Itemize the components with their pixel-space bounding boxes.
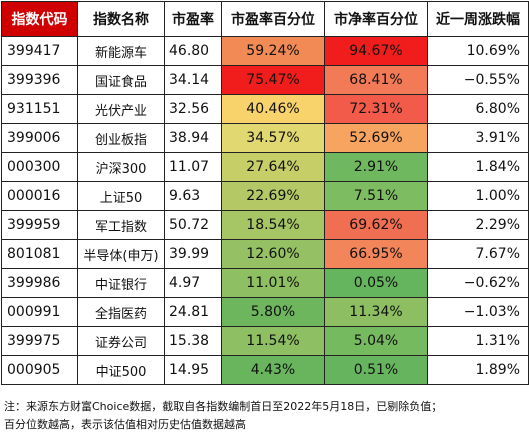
cell-pe-percentile: 11.54%: [221, 326, 325, 356]
cell-pe-percentile: 75.47%: [221, 65, 325, 95]
cell-pb-percentile: 72.31%: [324, 94, 428, 124]
cell-pe: 39.99: [164, 239, 222, 269]
header-row: 指数代码 指数名称 市盈率 市盈率百分位 市净率百分位 近一周涨跌幅: [1, 1, 529, 37]
cell-index-code: 000300: [1, 152, 78, 182]
cell-pb-percentile: 69.62%: [324, 210, 428, 240]
cell-index-name: 军工指数: [77, 210, 165, 240]
cell-pe: 50.72: [164, 210, 222, 240]
cell-pb-percentile: 94.67%: [324, 36, 428, 66]
cell-pe: 32.56: [164, 94, 222, 124]
cell-index-code: 399959: [1, 210, 78, 240]
cell-index-code: 399986: [1, 268, 78, 298]
cell-pe: 11.07: [164, 152, 222, 182]
cell-pe-percentile: 5.80%: [221, 297, 325, 327]
cell-pb-percentile: 7.51%: [324, 181, 428, 211]
cell-index-code: 000905: [1, 355, 78, 385]
cell-pb-percentile: 0.05%: [324, 268, 428, 298]
cell-index-code: 399396: [1, 65, 78, 95]
cell-index-name: 新能源车: [77, 36, 165, 66]
cell-index-code: 399006: [1, 123, 78, 153]
cell-pe-percentile: 22.69%: [221, 181, 325, 211]
cell-pe-percentile: 18.54%: [221, 210, 325, 240]
footnote-line-2: 百分位数越高，表示该估值相对历史估值数据越高: [4, 418, 246, 431]
header-pe: 市盈率: [164, 1, 222, 37]
cell-weekly-change: −0.55%: [427, 65, 529, 95]
cell-pe: 14.95: [164, 355, 222, 385]
table-row: 000016 上证50 9.63 22.69% 7.51% 1.00%: [1, 181, 529, 211]
cell-pe-percentile: 11.01%: [221, 268, 325, 298]
table-body: 399417 新能源车 46.80 59.24% 94.67% 10.69% 399396 国…: [1, 36, 529, 385]
cell-index-name: 国证食品: [77, 65, 165, 95]
header-index-name: 指数名称: [77, 1, 165, 37]
cell-pe: 38.94: [164, 123, 222, 153]
cell-index-name: 上证50: [77, 181, 165, 211]
cell-pe-percentile: 59.24%: [221, 36, 325, 66]
cell-index-code: 931151: [1, 94, 78, 124]
cell-pb-percentile: 2.91%: [324, 152, 428, 182]
table-row: 000905 中证500 14.95 4.43% 0.51% 1.89%: [1, 355, 529, 385]
cell-weekly-change: 1.00%: [427, 181, 529, 211]
table-row: 931151 光伏产业 32.56 40.46% 72.31% 6.80%: [1, 94, 529, 124]
cell-weekly-change: 1.89%: [427, 355, 529, 385]
cell-pe: 15.38: [164, 326, 222, 356]
cell-index-code: 399417: [1, 36, 78, 66]
cell-index-name: 全指医药: [77, 297, 165, 327]
cell-index-name: 沪深300: [77, 152, 165, 182]
cell-index-name: 中证银行: [77, 268, 165, 298]
valuation-table: 指数代码 指数名称 市盈率 市盈率百分位 市净率百分位 近一周涨跌幅 39941…: [1, 1, 529, 385]
cell-weekly-change: 7.67%: [427, 239, 529, 269]
cell-weekly-change: 6.80%: [427, 94, 529, 124]
cell-pe: 9.63: [164, 181, 222, 211]
table-row: 000991 全指医药 24.81 5.80% 11.34% −1.03%: [1, 297, 529, 327]
cell-pe-percentile: 40.46%: [221, 94, 325, 124]
cell-pb-percentile: 68.41%: [324, 65, 428, 95]
header-index-code: 指数代码: [1, 1, 78, 37]
header-weekly-change: 近一周涨跌幅: [427, 1, 529, 37]
cell-index-name: 创业板指: [77, 123, 165, 153]
table-row: 399986 中证银行 4.97 11.01% 0.05% −0.62%: [1, 268, 529, 298]
cell-index-code: 801081: [1, 239, 78, 269]
cell-index-name: 光伏产业: [77, 94, 165, 124]
cell-weekly-change: −0.62%: [427, 268, 529, 298]
cell-pe-percentile: 12.60%: [221, 239, 325, 269]
cell-index-code: 000016: [1, 181, 78, 211]
cell-index-code: 000991: [1, 297, 78, 327]
cell-index-name: 半导体(申万): [77, 239, 165, 269]
cell-weekly-change: −1.03%: [427, 297, 529, 327]
table-row: 399959 军工指数 50.72 18.54% 69.62% 2.29%: [1, 210, 529, 240]
cell-pb-percentile: 52.69%: [324, 123, 428, 153]
table-row: 399417 新能源车 46.80 59.24% 94.67% 10.69%: [1, 36, 529, 66]
table-header: 指数代码 指数名称 市盈率 市盈率百分位 市净率百分位 近一周涨跌幅: [1, 1, 529, 37]
cell-index-name: 中证500: [77, 355, 165, 385]
cell-pb-percentile: 0.51%: [324, 355, 428, 385]
footnote: 注：来源东方财富Choice数据，截取自各指数编制首日至2022年5月18日，已…: [4, 398, 524, 434]
cell-pe: 4.97: [164, 268, 222, 298]
cell-pe-percentile: 27.64%: [221, 152, 325, 182]
cell-pb-percentile: 11.34%: [324, 297, 428, 327]
cell-pb-percentile: 5.04%: [324, 326, 428, 356]
table-row: 399975 证券公司 15.38 11.54% 5.04% 1.31%: [1, 326, 529, 356]
cell-weekly-change: 2.29%: [427, 210, 529, 240]
cell-weekly-change: 10.69%: [427, 36, 529, 66]
cell-pb-percentile: 66.95%: [324, 239, 428, 269]
table-row: 399396 国证食品 34.14 75.47% 68.41% −0.55%: [1, 65, 529, 95]
cell-weekly-change: 3.91%: [427, 123, 529, 153]
header-pb-percentile: 市净率百分位: [324, 1, 428, 37]
table-row: 399006 创业板指 38.94 34.57% 52.69% 3.91%: [1, 123, 529, 153]
header-pe-percentile: 市盈率百分位: [221, 1, 325, 37]
cell-index-name: 证券公司: [77, 326, 165, 356]
cell-pe: 24.81: [164, 297, 222, 327]
table-row: 000300 沪深300 11.07 27.64% 2.91% 1.84%: [1, 152, 529, 182]
cell-pe-percentile: 4.43%: [221, 355, 325, 385]
table-row: 801081 半导体(申万) 39.99 12.60% 66.95% 7.67%: [1, 239, 529, 269]
cell-weekly-change: 1.31%: [427, 326, 529, 356]
cell-pe: 46.80: [164, 36, 222, 66]
cell-weekly-change: 1.84%: [427, 152, 529, 182]
cell-pe-percentile: 34.57%: [221, 123, 325, 153]
cell-index-code: 399975: [1, 326, 78, 356]
footnote-line-1: 注：来源东方财富Choice数据，截取自各指数编制首日至2022年5月18日，已…: [4, 400, 443, 413]
cell-pe: 34.14: [164, 65, 222, 95]
